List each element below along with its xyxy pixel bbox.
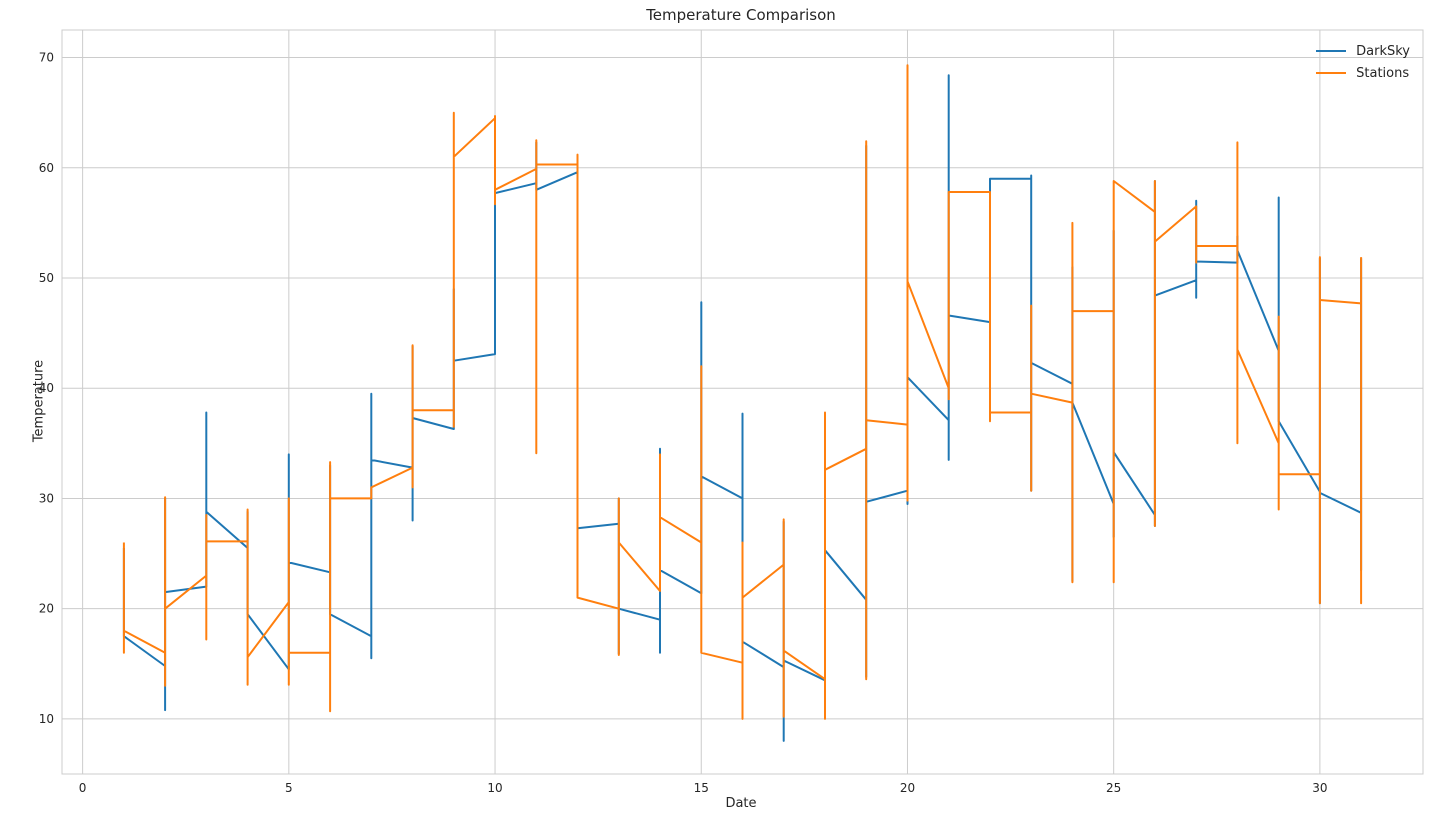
legend-item-darksky: DarkSky <box>1316 40 1410 62</box>
tick-labels: 0 5 10 15 20 25 30 10 20 30 40 50 60 70 <box>39 51 1328 795</box>
plot-frame <box>61 29 1424 775</box>
y-tick-label: 60 <box>39 161 54 175</box>
legend-item-stations: Stations <box>1316 62 1410 84</box>
legend-label-darksky: DarkSky <box>1356 43 1410 59</box>
x-axis-label: Date <box>725 796 757 811</box>
x-tick-label: 30 <box>1312 781 1327 795</box>
y-tick-label: 70 <box>39 51 54 65</box>
x-tick-label: 0 <box>79 781 87 795</box>
x-tick-label: 10 <box>487 781 502 795</box>
y-tick-label: 30 <box>39 491 54 505</box>
x-tick-label: 15 <box>694 781 709 795</box>
legend-label-stations: Stations <box>1356 65 1410 81</box>
legend-swatch-darksky <box>1316 50 1347 52</box>
legend: DarkSky Stations <box>1316 40 1410 84</box>
y-tick-label: 10 <box>39 712 54 726</box>
series-lines <box>122 64 1363 742</box>
y-tick-label: 40 <box>39 381 54 395</box>
x-tick-label: 5 <box>285 781 293 795</box>
x-tick-label: 20 <box>900 781 915 795</box>
y-tick-label: 20 <box>39 602 54 616</box>
x-tick-label: 25 <box>1106 781 1121 795</box>
y-tick-label: 50 <box>39 271 54 285</box>
chart-title: Temperature Comparison <box>646 6 836 24</box>
series-line-stations <box>122 64 1363 720</box>
legend-swatch-stations <box>1316 72 1347 74</box>
